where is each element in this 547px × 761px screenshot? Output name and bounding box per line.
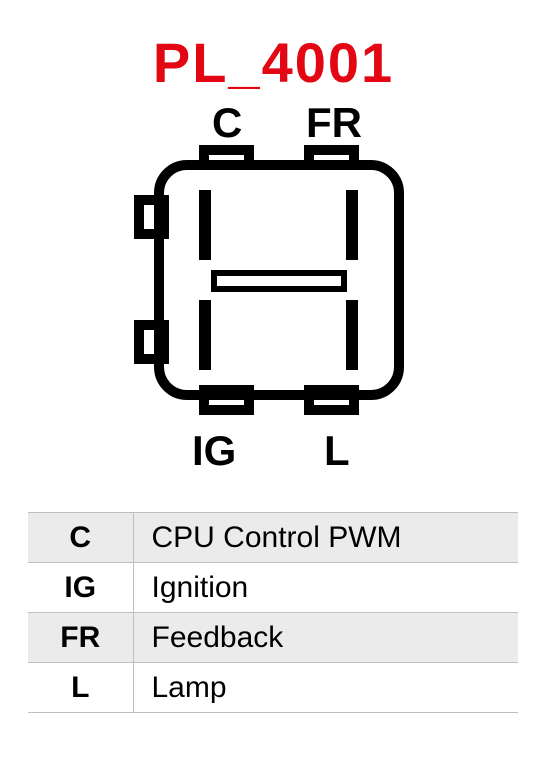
side-tab-upper: [139, 200, 164, 234]
legend-row: C CPU Control PWM: [28, 513, 518, 563]
pin-label-fr: FR: [306, 99, 362, 146]
legend-desc: Feedback: [133, 613, 518, 663]
pin-ig-shape: [199, 300, 211, 370]
legend-code: FR: [28, 613, 133, 663]
pin-label-ig: IG: [192, 427, 236, 474]
pin-label-c: C: [212, 99, 242, 146]
legend-desc: CPU Control PWM: [133, 513, 518, 563]
legend-desc: Lamp: [133, 663, 518, 713]
legend-desc: Ignition: [133, 563, 518, 613]
legend-row: IG Ignition: [28, 563, 518, 613]
legend-row: FR Feedback: [28, 613, 518, 663]
connector-svg: C FR IG L: [84, 95, 464, 475]
legend-code: C: [28, 513, 133, 563]
connector-diagram: C FR IG L: [0, 95, 547, 475]
center-key: [214, 273, 344, 289]
pin-l-shape: [346, 300, 358, 370]
pin-label-l: L: [324, 427, 350, 474]
legend-code: IG: [28, 563, 133, 613]
pin-c-shape: [199, 190, 211, 260]
side-tab-lower: [139, 325, 164, 359]
legend-code: L: [28, 663, 133, 713]
pin-legend-table: C CPU Control PWM IG Ignition FR Feedbac…: [28, 512, 518, 713]
legend-row: L Lamp: [28, 663, 518, 713]
pin-fr-shape: [346, 190, 358, 260]
part-number-title: PL_4001: [0, 30, 547, 95]
